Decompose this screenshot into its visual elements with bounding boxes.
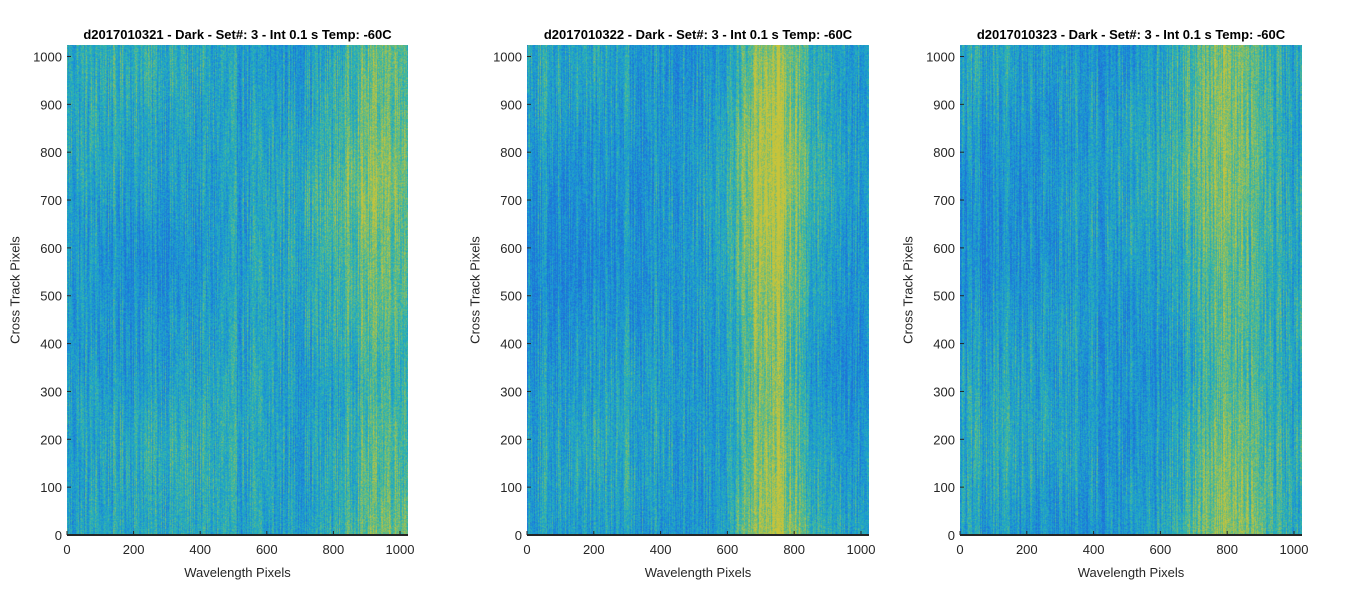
heatmap-3-ylabel: Cross Track Pixels bbox=[900, 236, 916, 344]
y-tick-label: 700 bbox=[500, 193, 522, 208]
x-tick-label: 400 bbox=[1083, 542, 1105, 557]
heatmap-2-xlabel: Wavelength Pixels bbox=[644, 565, 752, 580]
x-tick-label: 800 bbox=[1216, 542, 1238, 557]
y-tick-label: 100 bbox=[500, 480, 522, 495]
y-tick-label: 800 bbox=[40, 145, 62, 160]
y-tick-label: 900 bbox=[933, 97, 955, 112]
y-tick-label: 900 bbox=[500, 97, 522, 112]
x-tick-label: 200 bbox=[1016, 542, 1038, 557]
x-tick-label: 1000 bbox=[847, 542, 876, 557]
y-tick-label: 800 bbox=[500, 145, 522, 160]
x-tick-label: 400 bbox=[650, 542, 672, 557]
x-tick-label: 200 bbox=[583, 542, 605, 557]
x-tick-label: 1000 bbox=[386, 542, 415, 557]
y-tick-label: 300 bbox=[933, 384, 955, 399]
y-tick-label: 400 bbox=[500, 337, 522, 352]
y-tick-label: 900 bbox=[40, 97, 62, 112]
y-tick-label: 500 bbox=[500, 289, 522, 304]
x-tick-label: 0 bbox=[956, 542, 963, 557]
heatmap-1-xlabel: Wavelength Pixels bbox=[184, 565, 291, 580]
x-tick-label: 400 bbox=[189, 542, 211, 557]
heatmap-3-title: d2017010323 - Dark - Set#: 3 - Int 0.1 s… bbox=[976, 27, 1286, 42]
y-tick-label: 100 bbox=[40, 480, 62, 495]
heatmap-3-image bbox=[960, 45, 1302, 535]
y-tick-label: 200 bbox=[40, 432, 62, 447]
y-tick-label: 600 bbox=[40, 241, 62, 256]
x-tick-label: 600 bbox=[256, 542, 278, 557]
x-tick-label: 0 bbox=[63, 542, 70, 557]
y-tick-label: 500 bbox=[933, 289, 955, 304]
y-tick-label: 400 bbox=[40, 337, 62, 352]
y-tick-label: 1000 bbox=[33, 49, 62, 64]
x-tick-label: 1000 bbox=[1280, 542, 1309, 557]
x-tick-label: 600 bbox=[717, 542, 739, 557]
x-tick-label: 600 bbox=[1150, 542, 1172, 557]
y-tick-label: 200 bbox=[500, 432, 522, 447]
x-tick-label: 200 bbox=[123, 542, 145, 557]
heatmap-3-xlabel: Wavelength Pixels bbox=[1077, 565, 1185, 580]
y-tick-label: 600 bbox=[500, 241, 522, 256]
y-tick-label: 700 bbox=[933, 193, 955, 208]
y-tick-label: 1000 bbox=[926, 49, 955, 64]
x-tick-label: 800 bbox=[323, 542, 345, 557]
y-tick-label: 1000 bbox=[493, 49, 522, 64]
y-tick-label: 800 bbox=[933, 145, 955, 160]
y-tick-label: 700 bbox=[40, 193, 62, 208]
heatmap-1-image bbox=[67, 45, 408, 535]
y-tick-label: 0 bbox=[515, 528, 522, 543]
y-tick-label: 100 bbox=[933, 480, 955, 495]
heatmap-2-image bbox=[527, 45, 869, 535]
y-tick-label: 300 bbox=[500, 384, 522, 399]
x-tick-label: 0 bbox=[523, 542, 530, 557]
x-tick-label: 800 bbox=[783, 542, 805, 557]
y-tick-label: 0 bbox=[948, 528, 955, 543]
heatmap-2-title: d2017010322 - Dark - Set#: 3 - Int 0.1 s… bbox=[543, 27, 853, 42]
y-tick-label: 0 bbox=[55, 528, 62, 543]
y-tick-label: 400 bbox=[933, 337, 955, 352]
y-tick-label: 200 bbox=[933, 432, 955, 447]
y-tick-label: 600 bbox=[933, 241, 955, 256]
y-tick-label: 300 bbox=[40, 384, 62, 399]
heatmap-1-title: d2017010321 - Dark - Set#: 3 - Int 0.1 s… bbox=[83, 27, 392, 42]
y-tick-label: 500 bbox=[40, 289, 62, 304]
